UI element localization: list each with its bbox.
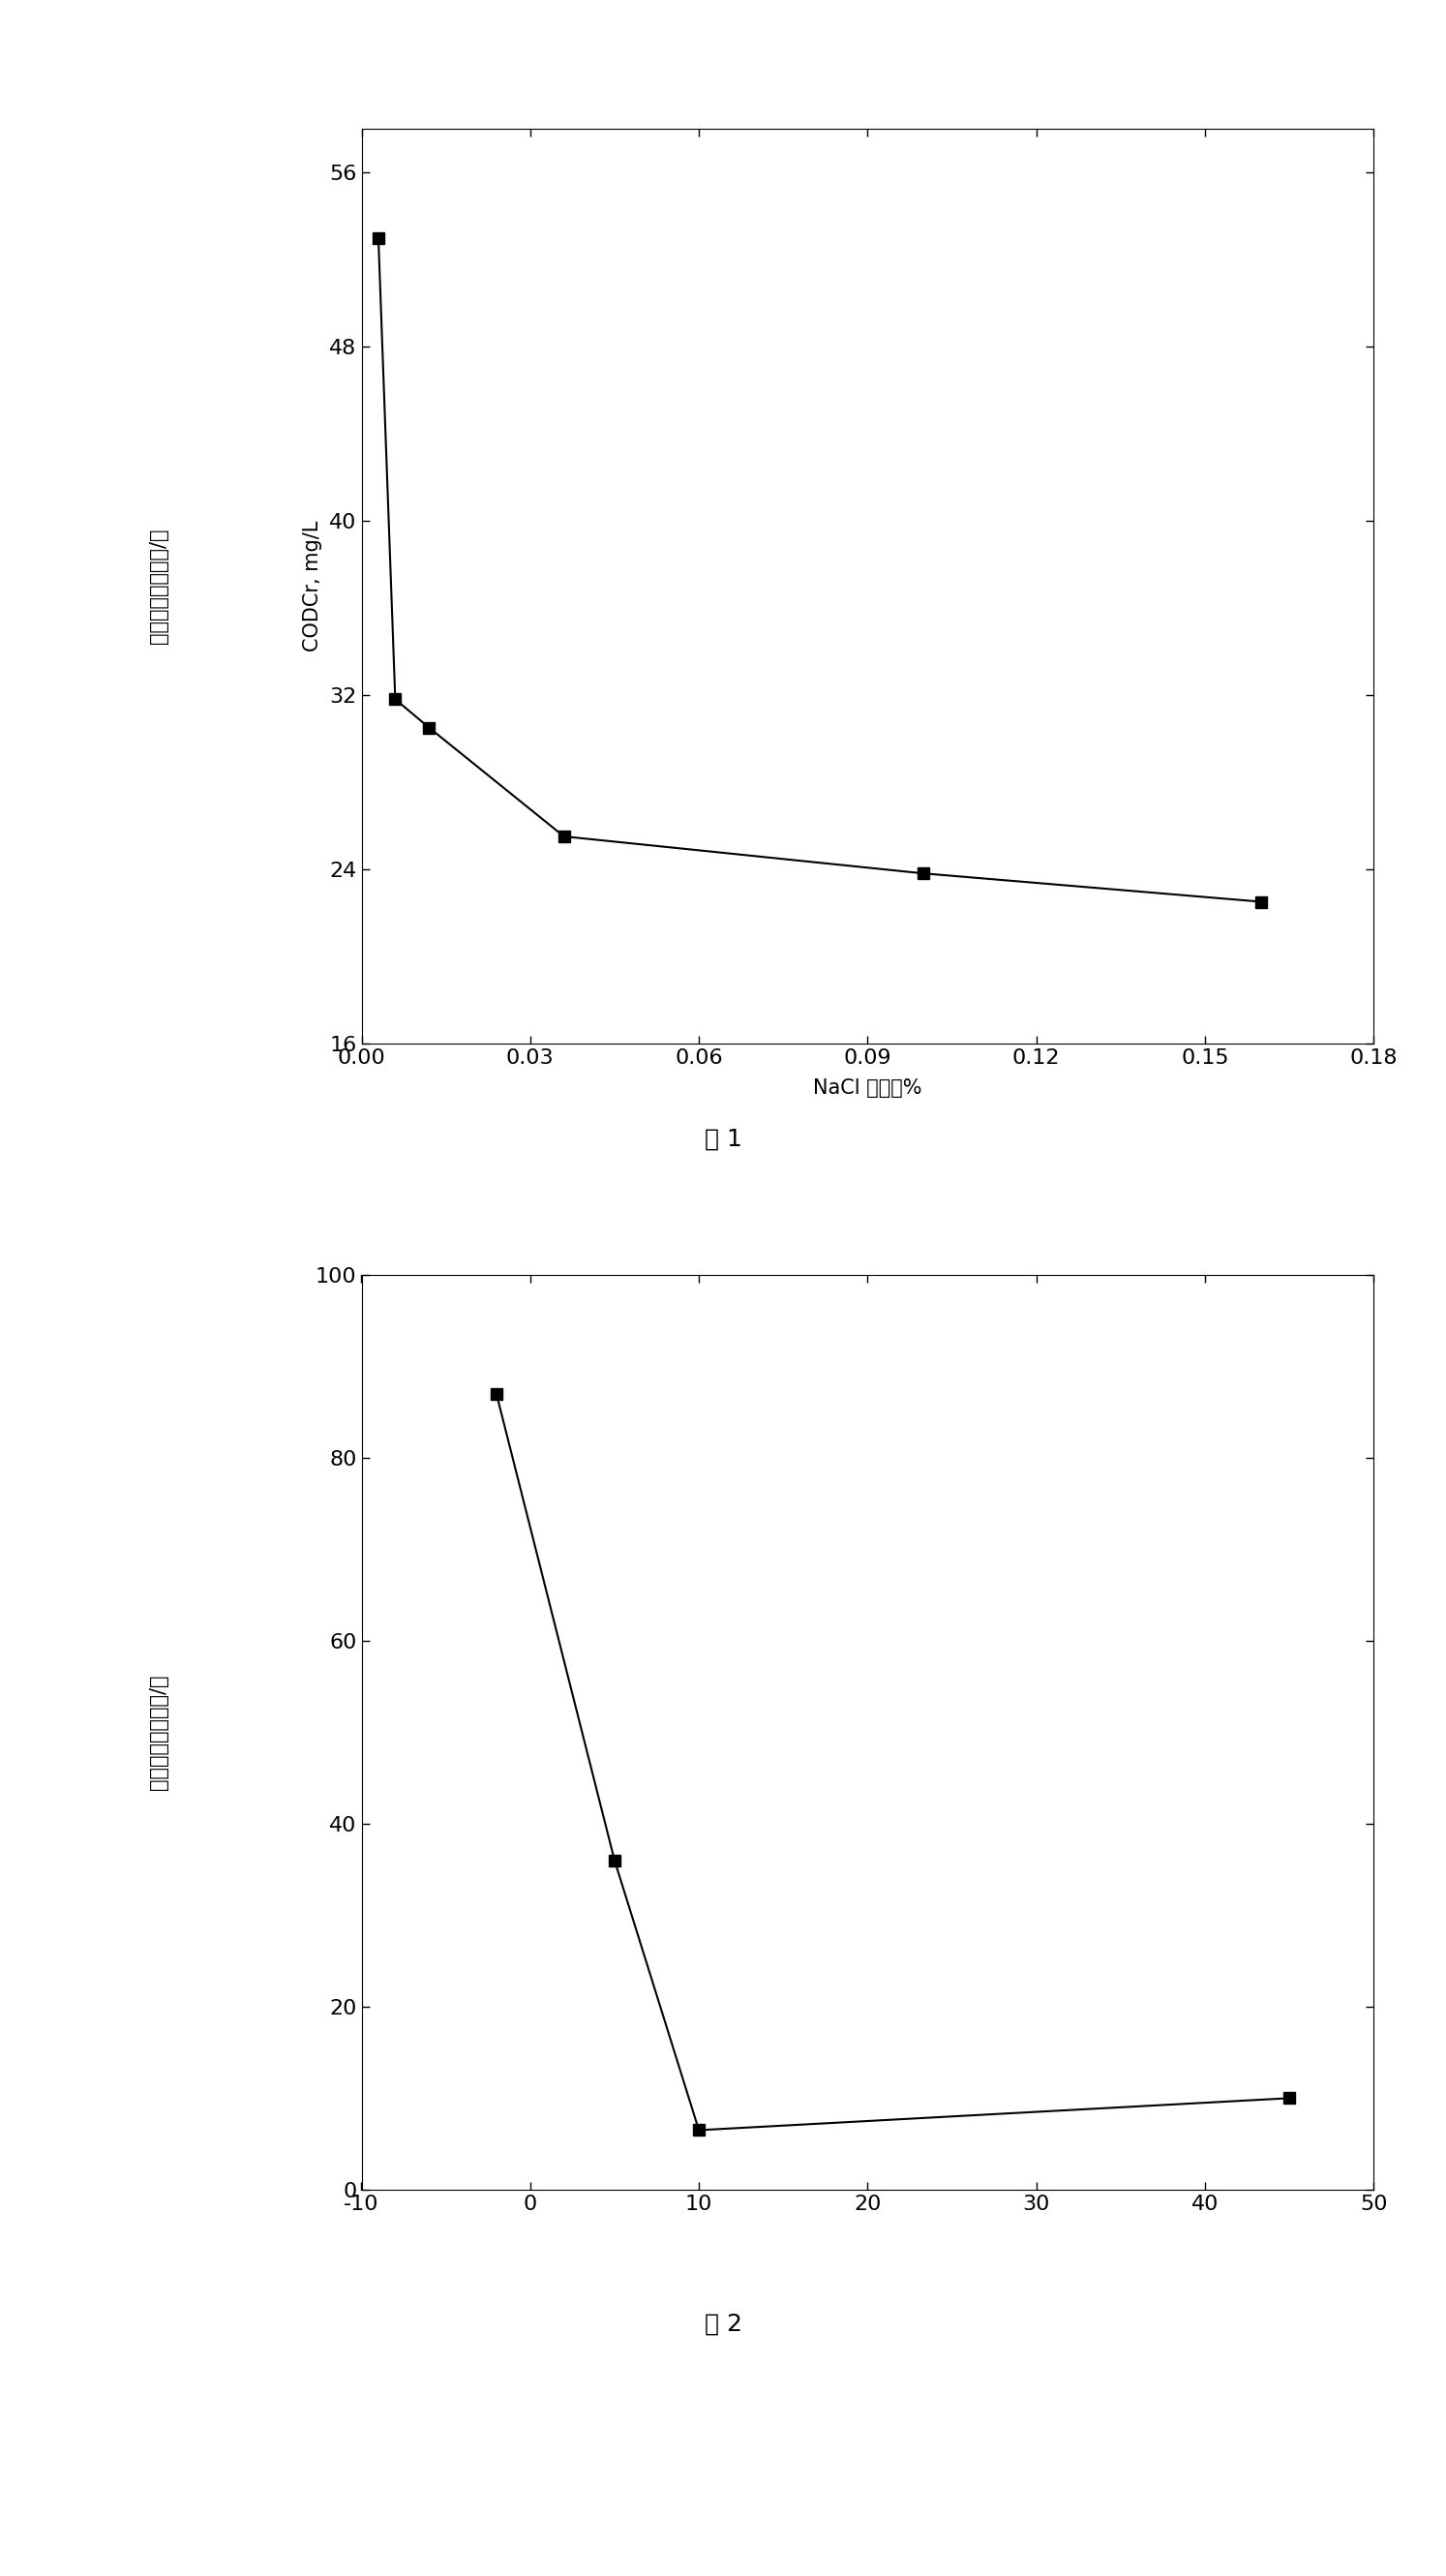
X-axis label: NaCl 浓度，%: NaCl 浓度，% [813,1079,923,1097]
Text: 图 1: 图 1 [704,1126,742,1151]
Text: 化学需氧量，毫克/升: 化学需氧量，毫克/升 [149,1674,169,1790]
Text: 化学需氧量，毫克/升: 化学需氧量，毫克/升 [149,528,169,644]
Text: 图 2: 图 2 [704,2311,742,2336]
Y-axis label: CODCr, mg/L: CODCr, mg/L [304,520,322,652]
